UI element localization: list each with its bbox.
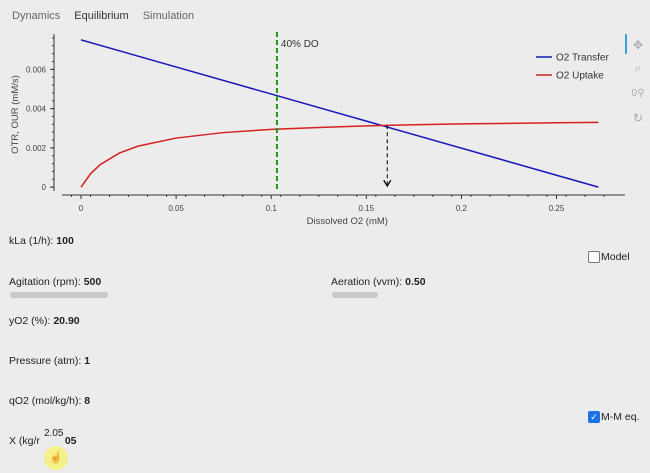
- x-tick-label: 0.1: [266, 204, 278, 213]
- tab-simulation[interactable]: Simulation: [142, 10, 195, 22]
- cursor-hand-icon: ☝: [44, 446, 68, 470]
- pressure-readout: Pressure (atm): 1: [9, 355, 91, 367]
- do-40-label: 40% DO: [281, 39, 319, 50]
- y-tick-label: 0.004: [26, 105, 47, 114]
- x-tick-label: 0.05: [168, 204, 184, 213]
- box-zoom-icon[interactable]: 0⚲: [631, 88, 645, 99]
- y-axis-label: OTR, OUR (mM/s): [10, 75, 21, 154]
- slider-value-tooltip: 2.05: [44, 428, 64, 439]
- pan-icon[interactable]: ✥: [632, 38, 644, 52]
- x-tick-label: 0.15: [359, 204, 375, 213]
- y-tick-label: 0.002: [26, 144, 47, 153]
- yo2-readout: yO2 (%): 20.90: [9, 315, 80, 327]
- aeration-readout: Aeration (vvm): 0.50: [331, 276, 426, 288]
- x-axis-label: Dissolved O2 (mM): [307, 216, 388, 227]
- qo2-readout: qO2 (mol/kg/h): 8: [9, 395, 91, 407]
- tab-bar: Dynamics Equilibrium Simulation: [12, 10, 194, 22]
- x-tick-label: 0.2: [456, 204, 468, 213]
- arrow-head-icon: [383, 179, 392, 188]
- x-tick-label: 0: [79, 204, 84, 213]
- zoom-icon[interactable]: ⌕: [634, 61, 642, 75]
- tab-dynamics[interactable]: Dynamics: [12, 10, 61, 22]
- kla-readout: kLa (1/h): 100: [9, 235, 74, 247]
- mm-eq-checkbox[interactable]: ✓ M-M eq.: [588, 411, 640, 423]
- legend-label: O2 Transfer: [556, 53, 609, 64]
- series-line-transfer: [80, 39, 599, 188]
- legend-label: O2 Uptake: [556, 71, 604, 82]
- active-tool-indicator: [625, 34, 627, 54]
- series-line-uptake: [80, 121, 599, 188]
- biomass-readout: X (kg/r 05: [9, 435, 77, 447]
- reset-icon[interactable]: ↻: [632, 111, 644, 125]
- equilibrium-chart: 0 0.05 0.1 0.15 0.2 0.25 0 0.002 0.004 0.006 Disso…: [10, 32, 625, 227]
- agitation-readout: Agitation (rpm): 500: [9, 276, 102, 288]
- x-tick-label: 0.25: [549, 204, 565, 213]
- y-tick-label: 0: [42, 183, 47, 192]
- model-checkbox[interactable]: Model: [588, 251, 630, 263]
- aeration-slider[interactable]: [332, 292, 378, 298]
- agitation-slider[interactable]: [10, 292, 108, 298]
- y-tick-label: 0.006: [26, 65, 47, 74]
- tab-equilibrium[interactable]: Equilibrium: [74, 10, 129, 22]
